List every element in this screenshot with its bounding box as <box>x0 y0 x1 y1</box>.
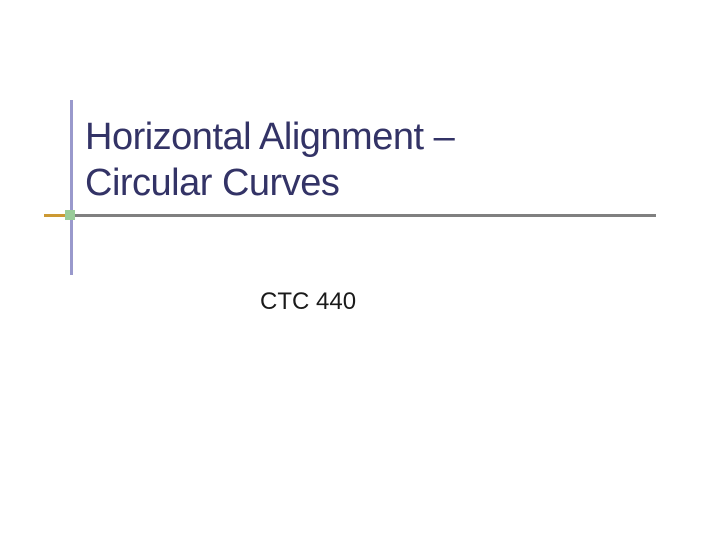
slide-subtitle: CTC 440 <box>260 288 356 316</box>
title-line-2: Circular Curves <box>85 161 454 207</box>
title-line-1: Horizontal Alignment – <box>85 115 454 161</box>
slide-title: Horizontal Alignment – Circular Curves <box>85 115 454 206</box>
horizontal-accent-short <box>44 214 66 217</box>
vertical-accent-line <box>70 100 73 275</box>
horizontal-accent-long <box>74 214 656 217</box>
horizontal-divider <box>44 214 656 217</box>
square-marker-icon <box>65 210 75 220</box>
